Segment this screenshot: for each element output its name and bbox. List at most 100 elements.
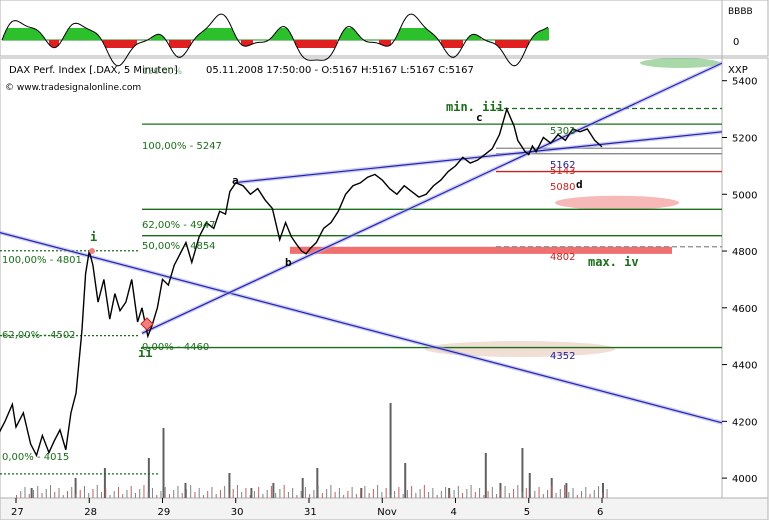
volume-bar: [309, 494, 311, 498]
volume-bar: [313, 490, 315, 498]
volume-bar: [266, 490, 268, 498]
volume-bar: [521, 492, 523, 498]
volume-bar: [581, 491, 583, 498]
volume-bar: [317, 486, 319, 498]
volume-bar: [258, 487, 260, 498]
volume-bar: [334, 492, 336, 498]
price-mark: 4352: [550, 351, 575, 362]
y-tick-label: 4000: [732, 474, 757, 485]
volume-bar: [547, 490, 549, 498]
volume-bar: [568, 492, 570, 498]
volume-bar: [270, 486, 272, 498]
x-tick-label: 6: [597, 507, 603, 518]
price-panel: [0, 57, 769, 499]
volume-bar: [534, 491, 536, 498]
volume-bar: [96, 485, 98, 498]
volume-bar: [207, 491, 209, 498]
volume-bar: [316, 468, 319, 498]
volume-bar: [262, 494, 264, 498]
target-zone: [425, 340, 615, 357]
volume-bar: [113, 491, 115, 498]
y-tick-label: 4800: [732, 247, 757, 258]
price-mark: 5080: [550, 182, 575, 193]
volume-bar: [517, 485, 519, 498]
volume-bar: [275, 493, 277, 498]
volume-bar: [381, 492, 383, 498]
volume-bar: [428, 492, 430, 498]
volume-bar: [528, 473, 531, 498]
symbol-label: XXP: [728, 65, 748, 76]
volume-bar: [71, 487, 73, 498]
wave-marker: [89, 248, 95, 255]
volume-bar: [564, 485, 566, 498]
volume-bar: [198, 488, 200, 498]
wave-label: c: [476, 111, 483, 124]
volume-bar: [30, 488, 33, 498]
volume-bar: [525, 488, 527, 498]
x-tick-label: 4: [451, 507, 457, 518]
volume-bar: [117, 487, 119, 498]
y-tick-label: 4400: [732, 361, 757, 372]
volume-bar: [100, 492, 102, 498]
x-tick-label: 5: [524, 507, 530, 518]
volume-bar: [88, 493, 90, 498]
volume-bar: [241, 492, 243, 498]
oscillator-layer: [1, 13, 549, 67]
y-tick-label: 5400: [732, 77, 757, 88]
volume-bar: [555, 493, 557, 498]
volume-bar: [164, 487, 166, 498]
volume-bar: [177, 486, 179, 498]
target-zone: [640, 58, 720, 68]
x-tick-label: 30: [231, 507, 244, 518]
volume-bar: [406, 490, 408, 498]
volume-bar: [66, 491, 68, 498]
volume-bar: [143, 485, 145, 498]
target-zone: [555, 195, 679, 210]
osc-tick-label: BBBB: [728, 7, 753, 17]
volume-bar: [151, 488, 153, 498]
volume-bar: [300, 491, 302, 498]
wave-label: min. iii: [446, 100, 504, 114]
volume-bar: [287, 492, 289, 498]
volume-bar: [372, 489, 374, 498]
volume-bar: [576, 495, 578, 498]
volume-bar: [449, 494, 451, 498]
wave-label: i: [90, 230, 97, 244]
volume-bar: [249, 495, 251, 498]
wave-label: a: [232, 174, 239, 187]
volume-bar: [598, 486, 600, 498]
volume-bar: [355, 494, 357, 498]
resistance-band: [290, 246, 672, 254]
volume-bar: [466, 489, 468, 498]
volume-bar: [139, 489, 141, 498]
volume-bar: [185, 489, 187, 498]
volume-bar: [551, 486, 553, 498]
volume-bar: [538, 487, 540, 498]
fib-label: 100,00% - 5247: [142, 141, 222, 152]
volume-bar: [83, 486, 85, 498]
volume-bar: [330, 485, 332, 498]
volume-bar: [279, 489, 281, 498]
fib-label: 0,00% - 4015: [2, 452, 69, 463]
volume-bar: [326, 489, 328, 498]
volume-bar: [181, 493, 183, 498]
zone-layer: [290, 58, 720, 357]
volume-bar: [296, 495, 298, 498]
ohlc-readout: 05.11.2008 17:50:00 - O:5167 H:5167 L:51…: [206, 65, 474, 76]
fib-label: 50,00% - 4854: [142, 241, 216, 252]
volume-bar: [504, 486, 506, 498]
wave-label: max. iv: [588, 255, 639, 269]
volume-bar: [364, 486, 366, 498]
volume-bar: [602, 493, 604, 498]
volume-bar: [49, 485, 51, 498]
x-tick-label: 29: [158, 507, 171, 518]
volume-bar: [134, 493, 136, 498]
volume-bar: [37, 486, 39, 498]
volume-bar: [105, 488, 107, 498]
price-layer: [0, 107, 603, 458]
volume-bar: [368, 493, 370, 498]
volume-bar: [448, 488, 451, 498]
volume-bar: [272, 483, 275, 498]
volume-bar: [126, 490, 128, 498]
volume-layer: [16, 403, 608, 498]
